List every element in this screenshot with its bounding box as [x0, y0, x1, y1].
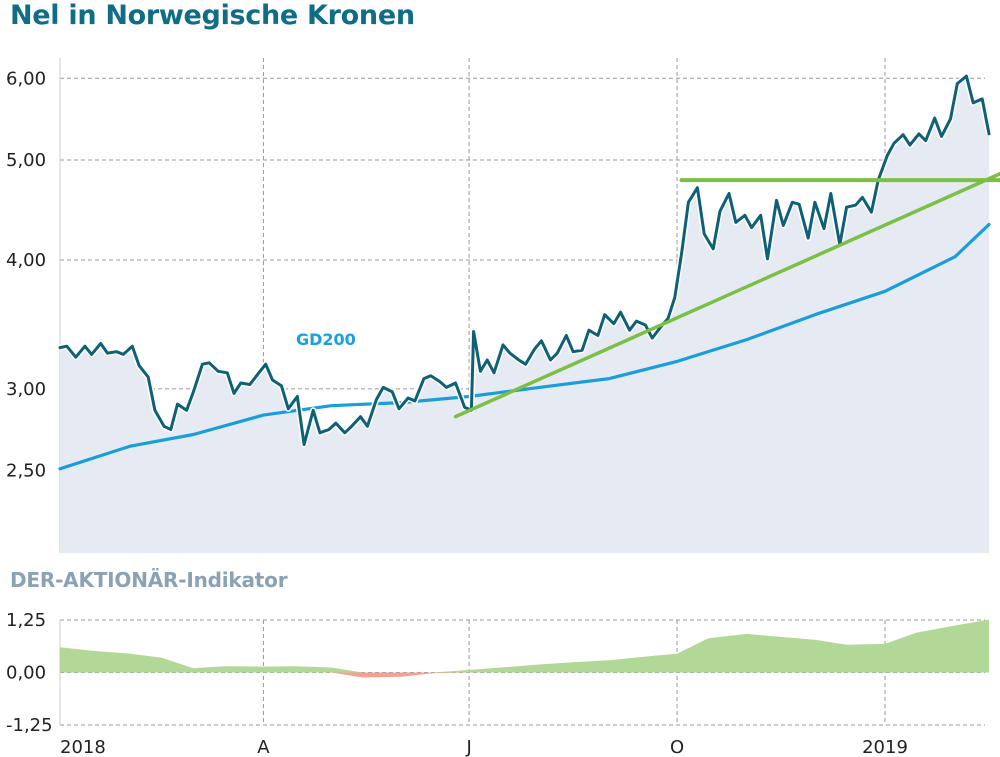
x-axis: 2018 A J O 2019 [60, 737, 908, 757]
x-tick-label: 2019 [862, 737, 908, 757]
gd200-label: GD200 [296, 330, 356, 349]
x-tick-label: O [670, 737, 684, 757]
indicator-y-tick-label: -1,25 [6, 715, 53, 736]
indicator-y-tick-label: 0,00 [6, 663, 46, 684]
indicator-title: DER-AKTIONÄR-Indikator [10, 568, 288, 592]
x-tick-label: A [257, 737, 270, 757]
price-y-tick-label: 6,00 [6, 68, 46, 89]
x-tick-label: J [465, 737, 471, 757]
price-y-tick-label: 5,00 [6, 150, 46, 171]
gd200-line [58, 222, 991, 471]
indicator-negative-area [60, 672, 989, 678]
indicator-positive-area [60, 619, 989, 673]
chart-title: Nel in Norwegische Kronen [10, 0, 415, 31]
indicator-y-axis: 1,25 0,00 -1,25 [6, 610, 53, 736]
indicator-y-tick-label: 1,25 [6, 610, 46, 631]
price-line [58, 74, 991, 446]
price-y-axis: 2,50 3,00 4,00 5,00 6,00 [6, 68, 46, 481]
x-tick-label: 2018 [60, 737, 106, 757]
price-plot [58, 73, 1000, 553]
price-y-tick-label: 4,00 [6, 250, 46, 271]
price-area [60, 76, 989, 553]
price-y-tick-label: 2,50 [6, 461, 46, 482]
price-y-tick-label: 3,00 [6, 379, 46, 400]
indicator-plot [60, 619, 989, 678]
support-trendline [453, 171, 1000, 419]
